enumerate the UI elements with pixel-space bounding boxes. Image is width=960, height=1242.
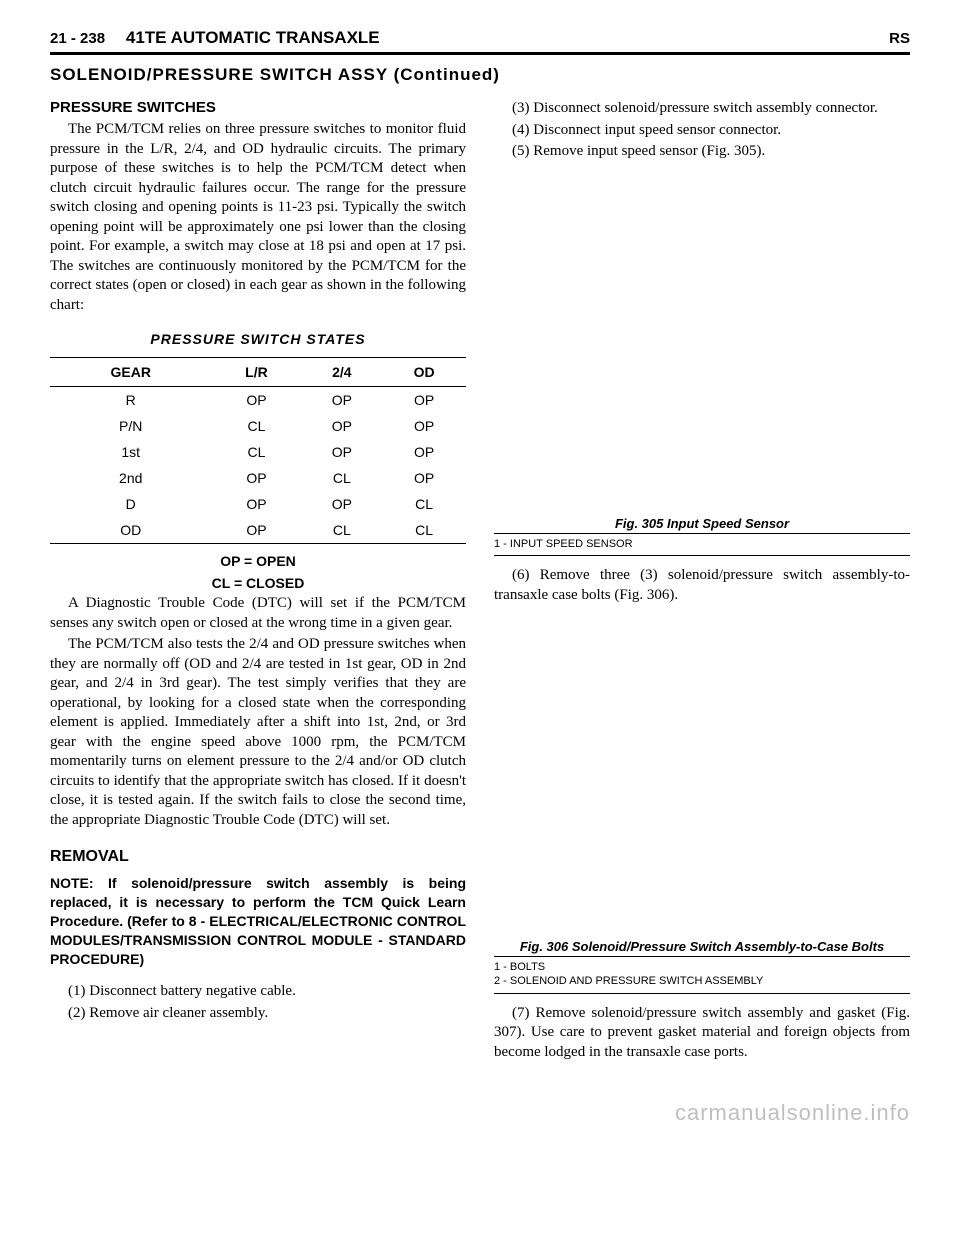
table-row: OD OP CL CL bbox=[50, 517, 466, 544]
th-gear: GEAR bbox=[50, 358, 211, 387]
figure-305-legend: 1 - INPUT SPEED SENSOR bbox=[494, 533, 910, 557]
step-1: (1) Disconnect battery negative cable. bbox=[50, 982, 466, 1002]
cell: 2nd bbox=[50, 465, 211, 491]
columns: PRESSURE SWITCHES The PCM/TCM relies on … bbox=[50, 99, 910, 1064]
table-row: R OP OP OP bbox=[50, 387, 466, 414]
step-4: (4) Disconnect input speed sensor connec… bbox=[494, 121, 910, 141]
cell: CL bbox=[211, 439, 301, 465]
para-3: The PCM/TCM also tests the 2/4 and OD pr… bbox=[50, 635, 466, 830]
page-ref: 21 - 238 bbox=[50, 30, 105, 47]
cell: OP bbox=[211, 465, 301, 491]
step-3: (3) Disconnect solenoid/pressure switch … bbox=[494, 99, 910, 119]
cell: R bbox=[50, 387, 211, 414]
cell: CL bbox=[382, 517, 466, 544]
cell: D bbox=[50, 491, 211, 517]
section-continued: SOLENOID/PRESSURE SWITCH ASSY (Continued… bbox=[50, 65, 910, 85]
figure-305-image bbox=[494, 164, 910, 514]
table-row: 2nd OP CL OP bbox=[50, 465, 466, 491]
table-legend-open: OP = OPEN bbox=[50, 550, 466, 572]
figure-306-image bbox=[494, 607, 910, 937]
heading-pressure-switches: PRESSURE SWITCHES bbox=[50, 99, 466, 116]
cell: OP bbox=[301, 491, 382, 517]
figure-306-caption: Fig. 306 Solenoid/Pressure Switch Assemb… bbox=[494, 939, 910, 954]
table-legend-closed: CL = CLOSED bbox=[50, 572, 466, 594]
header-title: 41TE AUTOMATIC TRANSAXLE bbox=[126, 28, 380, 47]
cell: OP bbox=[382, 413, 466, 439]
table-row: P/N CL OP OP bbox=[50, 413, 466, 439]
step-7: (7) Remove solenoid/pressure switch asse… bbox=[494, 1004, 910, 1063]
cell: OD bbox=[50, 517, 211, 544]
cell: P/N bbox=[50, 413, 211, 439]
para-1: The PCM/TCM relies on three pressure swi… bbox=[50, 120, 466, 315]
footer-watermark: carmanualsonline.info bbox=[0, 1094, 960, 1140]
figure-305-legend-1: 1 - INPUT SPEED SENSOR bbox=[494, 538, 910, 552]
figure-306-legend-2: 2 - SOLENOID AND PRESSURE SWITCH ASSEMBL… bbox=[494, 975, 910, 989]
figure-306-legend: 1 - BOLTS 2 - SOLENOID AND PRESSURE SWIT… bbox=[494, 956, 910, 994]
cell: OP bbox=[382, 387, 466, 414]
header-rule bbox=[50, 52, 910, 55]
th-od: OD bbox=[382, 358, 466, 387]
cell: OP bbox=[211, 491, 301, 517]
pressure-switch-table: GEAR L/R 2/4 OD R OP OP OP P/N bbox=[50, 357, 466, 544]
cell: 1st bbox=[50, 439, 211, 465]
figure-306-legend-1: 1 - BOLTS bbox=[494, 961, 910, 975]
cell: CL bbox=[301, 465, 382, 491]
cell: CL bbox=[301, 517, 382, 544]
heading-removal: REMOVAL bbox=[50, 848, 466, 866]
note-quick-learn: NOTE: If solenoid/pressure switch assemb… bbox=[50, 874, 466, 968]
step-6: (6) Remove three (3) solenoid/pressure s… bbox=[494, 566, 910, 605]
cell: CL bbox=[382, 491, 466, 517]
table-row: D OP OP CL bbox=[50, 491, 466, 517]
table-title: PRESSURE SWITCH STATES bbox=[50, 331, 466, 347]
table-header-row: GEAR L/R 2/4 OD bbox=[50, 358, 466, 387]
cell: OP bbox=[382, 465, 466, 491]
page: 21 - 238 41TE AUTOMATIC TRANSAXLE RS SOL… bbox=[0, 0, 960, 1094]
cell: OP bbox=[382, 439, 466, 465]
left-column: PRESSURE SWITCHES The PCM/TCM relies on … bbox=[50, 99, 466, 1064]
para-2: A Diagnostic Trouble Code (DTC) will set… bbox=[50, 594, 466, 633]
cell: OP bbox=[301, 439, 382, 465]
header-left: 21 - 238 41TE AUTOMATIC TRANSAXLE bbox=[50, 28, 380, 48]
cell: OP bbox=[301, 387, 382, 414]
th-24: 2/4 bbox=[301, 358, 382, 387]
cell: OP bbox=[301, 413, 382, 439]
cell: OP bbox=[211, 517, 301, 544]
right-column: (3) Disconnect solenoid/pressure switch … bbox=[494, 99, 910, 1064]
step-5: (5) Remove input speed sensor (Fig. 305)… bbox=[494, 142, 910, 162]
page-header: 21 - 238 41TE AUTOMATIC TRANSAXLE RS bbox=[50, 28, 910, 52]
th-lr: L/R bbox=[211, 358, 301, 387]
cell: CL bbox=[211, 413, 301, 439]
step-2: (2) Remove air cleaner assembly. bbox=[50, 1004, 466, 1024]
figure-305-caption: Fig. 305 Input Speed Sensor bbox=[494, 516, 910, 531]
cell: OP bbox=[211, 387, 301, 414]
table-row: 1st CL OP OP bbox=[50, 439, 466, 465]
header-code: RS bbox=[889, 30, 910, 47]
